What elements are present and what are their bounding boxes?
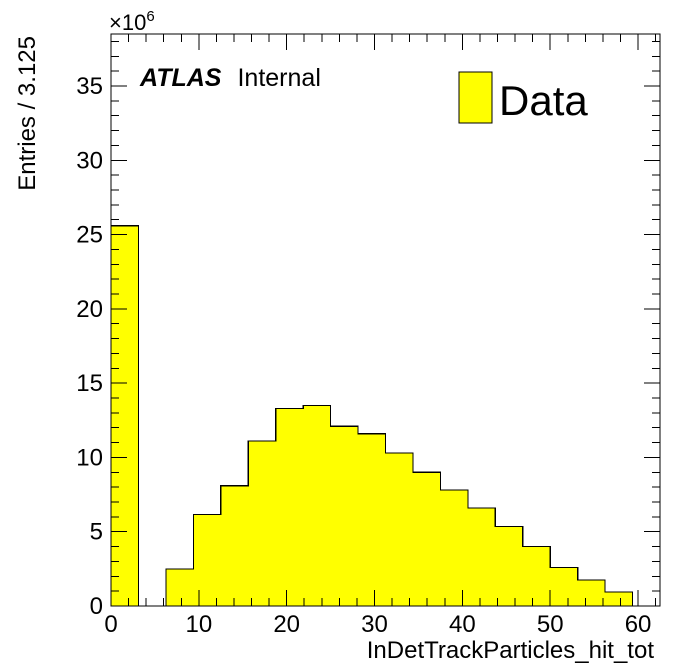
x-tick-label: 40 xyxy=(449,611,476,638)
y-axis-label: Entries / 3.125 xyxy=(14,36,41,191)
histogram-bar xyxy=(412,472,441,606)
histogram-bar xyxy=(522,546,551,606)
y-axis-exponent-base: ×10 xyxy=(109,10,146,35)
y-tick-label: 35 xyxy=(76,73,103,100)
x-axis-ticks: 0 10 20 30 40 50 60 xyxy=(104,34,657,638)
legend: Data xyxy=(458,71,588,124)
x-tick-label: 50 xyxy=(537,611,564,638)
histogram-bar xyxy=(577,580,606,606)
x-tick-label: 60 xyxy=(625,611,652,638)
histogram-bar xyxy=(330,426,359,606)
x-tick-label: 30 xyxy=(361,611,388,638)
atlas-label: ATLAS Internal xyxy=(139,64,321,92)
histogram-bar xyxy=(303,405,331,606)
histogram-bar xyxy=(275,408,304,606)
histogram-bar xyxy=(111,225,139,606)
legend-swatch xyxy=(458,71,493,124)
y-tick-label: 30 xyxy=(76,147,103,174)
histogram-bar xyxy=(495,526,523,606)
histogram-bar xyxy=(358,433,386,606)
histogram-bar xyxy=(220,485,249,606)
histogram-bar xyxy=(385,452,413,606)
x-axis-label: InDetTrackParticles_hit_tot xyxy=(367,637,655,664)
y-axis-exponent: ×106 xyxy=(109,8,155,35)
histogram-bar xyxy=(248,441,276,606)
histogram-bar xyxy=(165,568,194,606)
histogram-bar xyxy=(550,567,578,606)
x-tick-label: 0 xyxy=(104,611,117,638)
y-tick-label: 15 xyxy=(76,370,103,397)
x-tick-label: 10 xyxy=(185,611,212,638)
y-tick-label: 10 xyxy=(76,444,103,471)
atlas-experiment-label: ATLAS xyxy=(139,64,222,92)
y-axis-exponent-power: 6 xyxy=(146,8,154,25)
y-tick-label: 20 xyxy=(76,296,103,323)
histogram-bar xyxy=(440,490,468,606)
plot-frame xyxy=(110,33,661,607)
y-tick-label: 5 xyxy=(90,519,103,546)
x-tick-label: 20 xyxy=(273,611,300,638)
legend-label: Data xyxy=(499,77,588,124)
y-tick-label: 0 xyxy=(90,593,103,620)
histogram-bar xyxy=(605,591,633,606)
y-tick-label: 25 xyxy=(76,222,103,249)
atlas-status-label: Internal xyxy=(237,64,320,92)
histogram-bars xyxy=(110,225,660,607)
histogram-bar xyxy=(193,514,221,606)
histogram-outline xyxy=(110,225,660,607)
histogram-bar xyxy=(467,507,496,606)
